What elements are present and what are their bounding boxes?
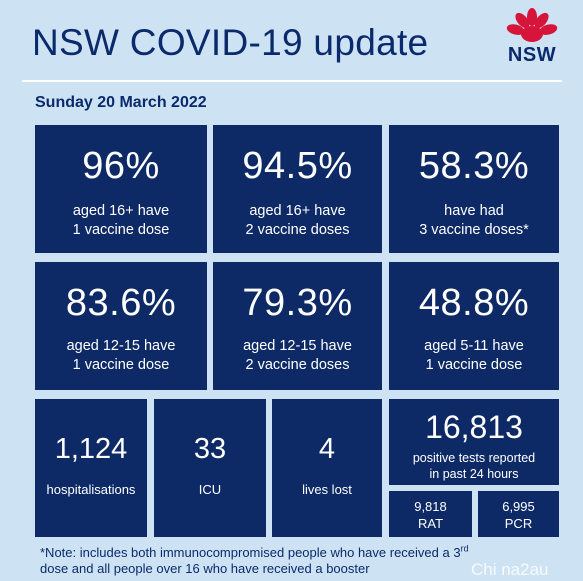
stat-card-12to15-2dose: 79.3% aged 12-15 have 2 vaccine doses [213,262,382,390]
lives-lost-value: 4 [318,433,336,465]
stat-label: aged 12-15 have 1 vaccine dose [66,338,176,373]
stat-value: 48.8% [418,282,530,324]
stat-value: 79.3% [242,282,353,324]
icu-card: 33 ICU [154,399,266,537]
footnote-line1: *Note: includes both immunocompromised p… [40,545,461,560]
stat-label: aged 5-11 have 1 vaccine dose [424,338,524,373]
pcr-label: PCR [504,516,533,531]
nsw-logo: NSW [499,8,565,66]
stat-label: aged 16+ have 2 vaccine doses [245,203,350,238]
stat-card-16plus-1dose: 96% aged 16+ have 1 vaccine dose [35,125,207,253]
rat-label: RAT [417,516,444,531]
hospitalisations-card: 1,124 hospitalisations [35,399,147,537]
stat-label: have had 3 vaccine doses* [419,203,529,238]
footnote-sup: rd [460,543,469,554]
positive-tests-label: positive tests reported in past 24 hours [412,451,536,481]
waratah-icon [506,8,558,42]
stat-card-16plus-2dose: 94.5% aged 16+ have 2 vaccine doses [213,125,382,253]
positive-tests-card: 16,813 positive tests reported in past 2… [389,399,559,485]
rat-card: 9,818 RAT [389,491,472,537]
report-date: Sunday 20 March 2022 [35,94,207,111]
pcr-card: 6,995 PCR [478,491,559,537]
hospitalisations-label: hospitalisations [46,482,136,497]
lives-lost-card: 4 lives lost [272,399,382,537]
header-divider [22,80,562,82]
lives-lost-label: lives lost [302,482,352,497]
stat-value: 58.3% [418,145,530,187]
pcr-value: 6,995 [502,499,535,514]
rat-value: 9,818 [414,499,447,514]
footnote: *Note: includes both immunocompromised p… [40,543,560,577]
stat-label: aged 16+ have 1 vaccine dose [72,203,170,238]
icu-value: 33 [193,433,227,465]
positive-tests-value: 16,813 [425,409,523,445]
stat-card-5to11-1dose: 48.8% aged 5-11 have 1 vaccine dose [389,262,559,390]
stat-label: aged 12-15 have 2 vaccine doses [243,338,352,373]
stat-value: 94.5% [242,145,353,187]
logo-text: NSW [507,44,557,66]
stat-value: 83.6% [65,282,177,324]
icu-label: ICU [198,482,222,497]
footnote-line2: dose and all people over 16 who have rec… [40,561,370,576]
watermark: Chi na2au [471,560,549,579]
stat-card-3doses: 58.3% have had 3 vaccine doses* [389,125,559,253]
page-title: NSW COVID-19 update [32,22,429,63]
stat-card-12to15-1dose: 83.6% aged 12-15 have 1 vaccine dose [35,262,207,390]
hospitalisations-value: 1,124 [54,433,128,465]
stat-value: 96% [82,145,160,187]
